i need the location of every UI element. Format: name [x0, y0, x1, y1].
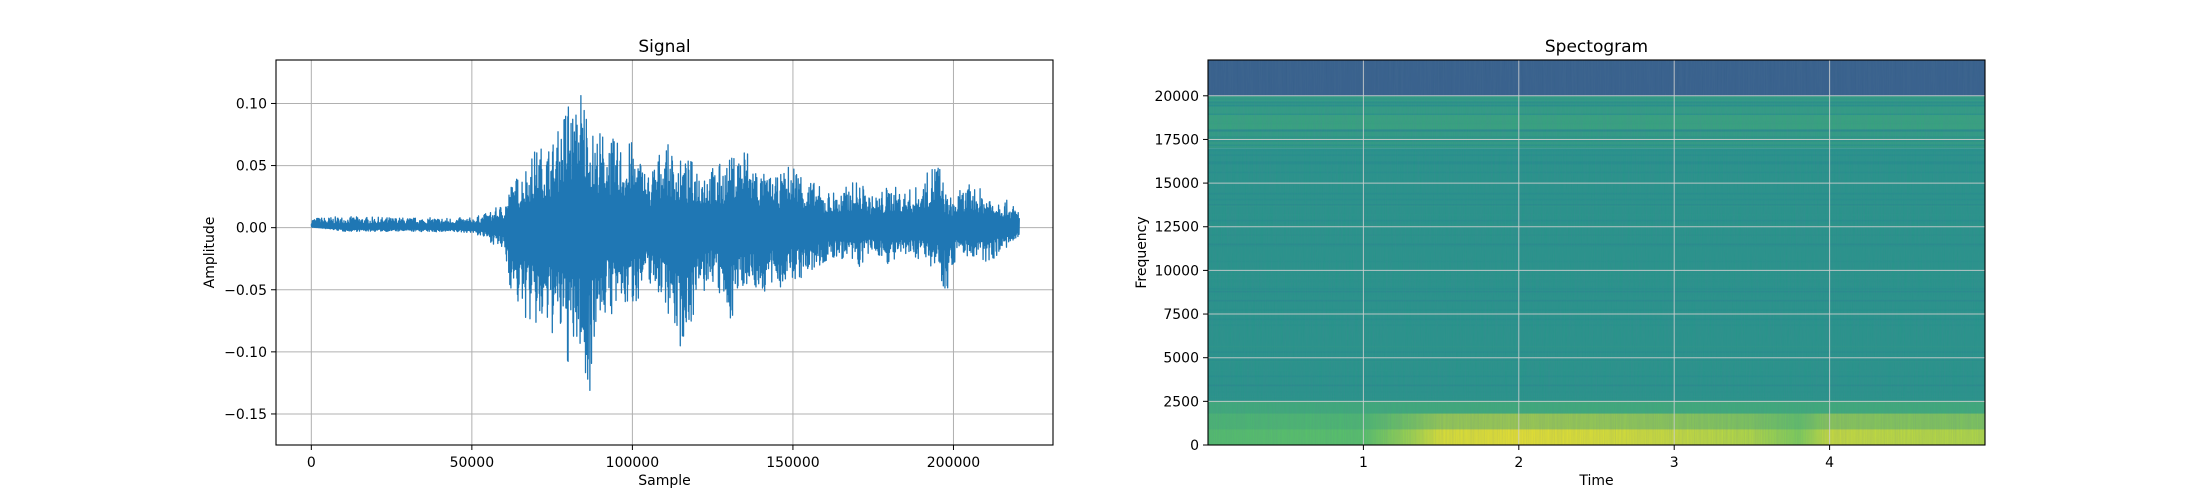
spectrogram-x-ticks: 1 2 3 4: [1359, 445, 1834, 471]
spectrogram-y-tick-label: 12500: [1154, 220, 1199, 236]
spectrogram-grid: [1208, 60, 1985, 445]
spectrogram-y-tick-label: 15000: [1154, 176, 1199, 192]
signal-plot-area: [310, 94, 1020, 391]
spectrogram-chart: Spectogram 1 2 3 4 0 2500 5000 7500 10000 12500 1…: [1134, 37, 1986, 489]
signal-y-tick-label: −0.10: [224, 345, 267, 361]
spectrogram-x-tick-label: 2: [1514, 455, 1523, 471]
signal-y-tick-label: 0.00: [236, 221, 267, 237]
signal-y-ticks: 0.10 0.05 0.00 −0.05 −0.10 −0.15: [224, 96, 276, 423]
spectrogram-y-tick-label: 5000: [1163, 351, 1199, 367]
spectrogram-x-tick-label: 3: [1670, 455, 1679, 471]
spectrogram-y-axis-label: Frequency: [1134, 216, 1150, 288]
spectrogram-plot-area: [1208, 60, 1985, 445]
signal-x-axis-label: Sample: [638, 473, 691, 489]
signal-x-ticks: 0 50000 100000 150000 200000: [307, 445, 980, 471]
spectrogram-x-tick-label: 1: [1359, 455, 1368, 471]
signal-y-tick-label: −0.05: [224, 283, 267, 299]
signal-x-tick-label: 50000: [450, 455, 495, 471]
signal-y-tick-label: −0.15: [224, 407, 267, 423]
spectrogram-y-tick-label: 7500: [1163, 307, 1199, 323]
signal-y-tick-label: 0.05: [236, 159, 267, 175]
signal-y-tick-label: 0.10: [236, 96, 267, 112]
signal-waveform-line: [310, 94, 1020, 391]
spectrogram-y-tick-label: 0: [1190, 438, 1199, 454]
signal-axes-frame: [275, 59, 1054, 446]
spectrogram-y-ticks: 0 2500 5000 7500 10000 12500 15000 17500 20000: [1154, 89, 1208, 454]
spectrogram-y-tick-label: 17500: [1154, 132, 1199, 148]
signal-x-tick-label: 0: [307, 455, 316, 471]
spectrogram-axes-frame: [1207, 59, 1986, 446]
signal-chart: Signal 0 50000 100000 150000 200000 0.10 0.05…: [202, 37, 1054, 489]
spectrogram-x-axis-label: Time: [1578, 473, 1613, 489]
spectrogram-y-tick-label: 10000: [1154, 263, 1199, 279]
signal-x-tick-label: 100000: [606, 455, 659, 471]
spectrogram-texture: [1208, 60, 1985, 445]
signal-x-tick-label: 150000: [766, 455, 819, 471]
spectrogram-title: Spectogram: [1545, 37, 1648, 57]
signal-x-tick-label: 200000: [927, 455, 980, 471]
spectrogram-y-tick-label: 2500: [1163, 394, 1199, 410]
spectrogram-y-tick-label: 20000: [1154, 89, 1199, 105]
signal-y-axis-label: Amplitude: [202, 217, 218, 289]
spectrogram-x-tick-label: 4: [1825, 455, 1834, 471]
signal-title: Signal: [638, 37, 690, 57]
